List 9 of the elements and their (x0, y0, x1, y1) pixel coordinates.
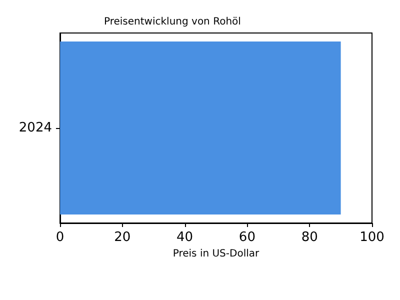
y-tick-label: 2024 (18, 120, 52, 136)
x-axis-title: Preis in US-Dollar (172, 248, 260, 260)
x-tick-label: 80 (301, 230, 318, 245)
x-tick-label: 0 (56, 230, 64, 245)
chart-title: Preisentwicklung von Rohöl (104, 16, 241, 28)
x-tick-label: 100 (360, 230, 384, 245)
x-tick-label: 20 (114, 230, 131, 245)
x-tick-label: 60 (238, 230, 256, 245)
x-tick-label: 40 (176, 230, 194, 245)
